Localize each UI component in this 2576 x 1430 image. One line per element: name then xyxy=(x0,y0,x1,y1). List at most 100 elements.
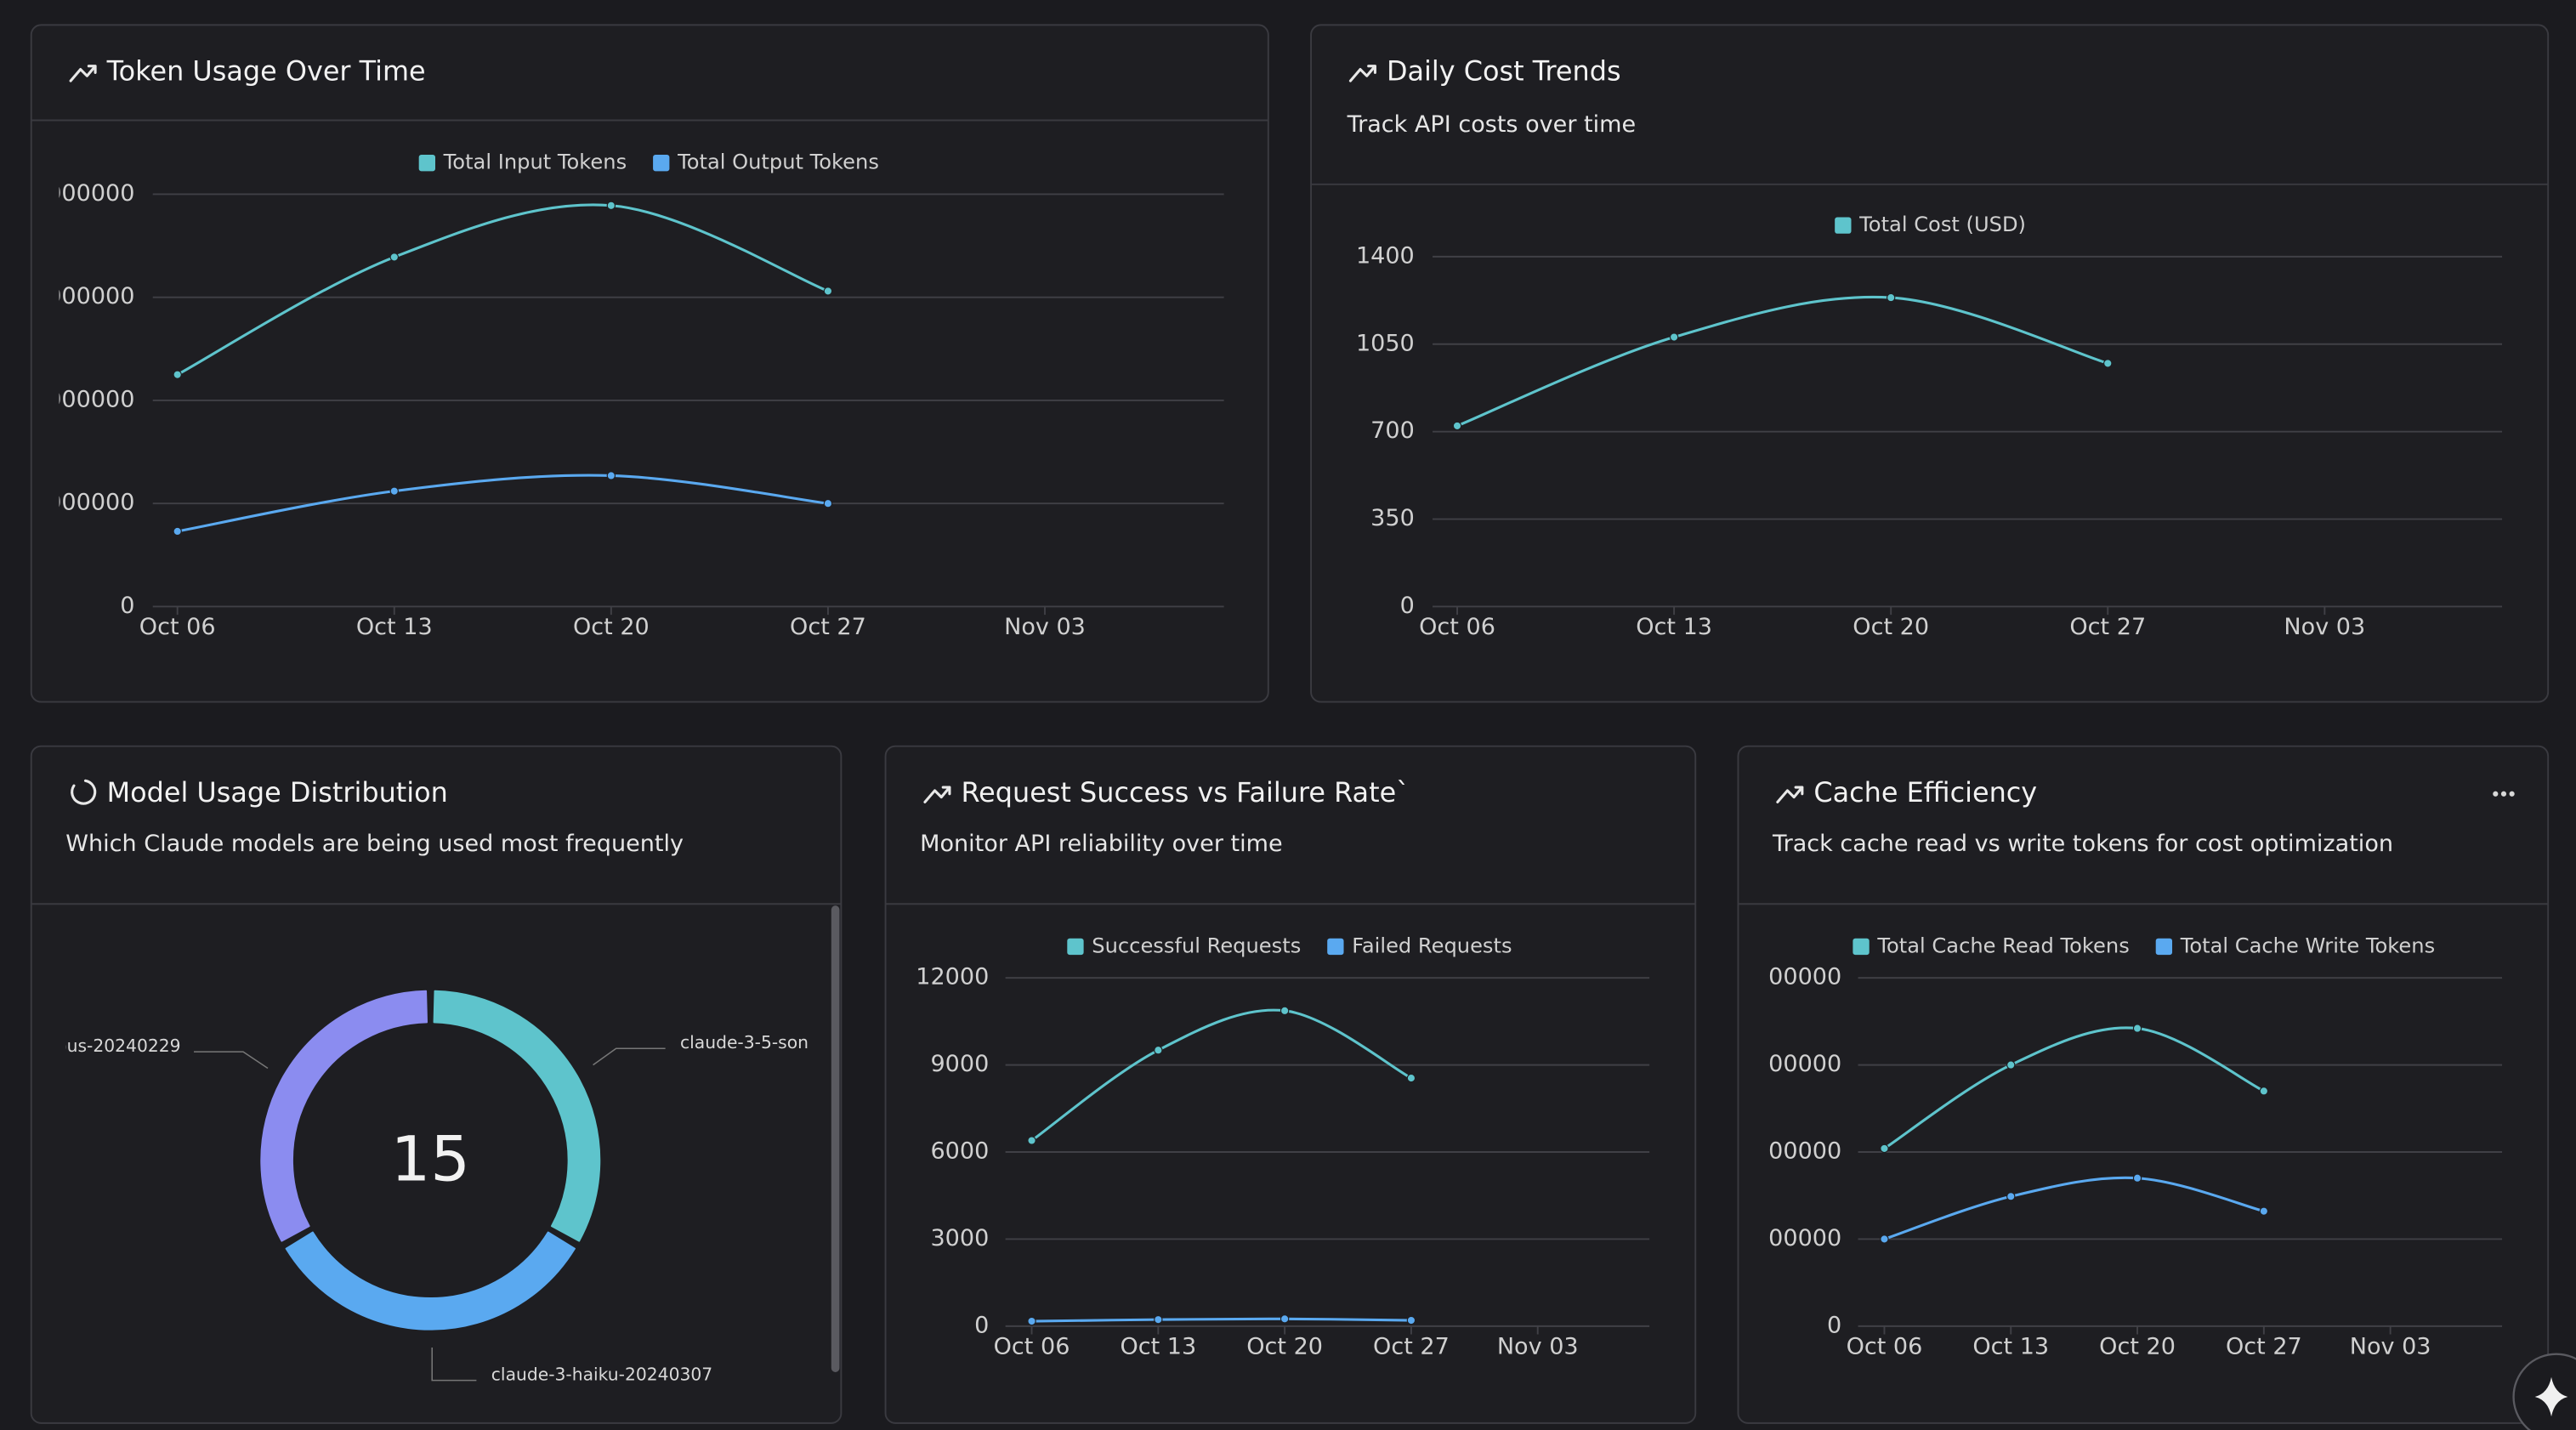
panel-title: Request Success vs Failure Rate` xyxy=(961,776,1410,809)
panel-title: Model Usage Distribution xyxy=(107,776,448,809)
y-tick-label: 700 xyxy=(1370,417,1415,444)
data-point xyxy=(389,253,399,262)
data-point xyxy=(1154,1314,1163,1325)
y-tick-labels: 0 1000000 2000000 3000000 4000000 xyxy=(32,180,135,619)
x-tick-label: Oct 20 xyxy=(2099,1333,2176,1359)
legend-label: Total Input Tokens xyxy=(443,150,627,174)
y-tick-label: 12000 xyxy=(916,964,989,990)
legend-label: Total Output Tokens xyxy=(677,150,879,174)
legend-label: Total Cache Write Tokens xyxy=(2180,933,2435,957)
data-point xyxy=(1027,1136,1036,1145)
donut-label: claude-3-5-son xyxy=(593,1032,809,1066)
assistant-button[interactable] xyxy=(2512,1353,2576,1430)
series-line xyxy=(177,474,829,533)
y-tick-label: 2000000 xyxy=(32,386,134,412)
x-tick-label: Nov 03 xyxy=(1497,1333,1579,1359)
panel xyxy=(30,745,843,1424)
legend-item: Total Cache Read Tokens xyxy=(1853,933,2130,957)
y-tick-label: 9000 xyxy=(930,1051,989,1077)
data-point xyxy=(2103,359,2113,368)
data-point xyxy=(1279,1006,1290,1016)
data-point xyxy=(823,498,833,508)
data-point xyxy=(173,526,182,536)
y-tick-label: 0 xyxy=(974,1312,989,1338)
y-tick-label: 1500000 xyxy=(1739,1051,1841,1077)
y-tick-label: 500000 xyxy=(1754,1225,1841,1251)
series-line xyxy=(1456,295,2108,428)
y-tick-label: 3000000 xyxy=(32,283,134,309)
donut-segment xyxy=(433,990,601,1242)
panel xyxy=(30,24,1269,703)
data-point xyxy=(1154,1046,1163,1055)
x-tick-label: Oct 27 xyxy=(790,614,866,640)
legend-label: Total Cost (USD) xyxy=(1858,213,2026,236)
x-tick-label: Oct 20 xyxy=(1853,614,1929,640)
trend-icon xyxy=(1776,786,1804,803)
menu-button[interactable] xyxy=(2493,791,2515,797)
legend-item: Total Input Tokens xyxy=(418,150,627,174)
data-point xyxy=(2132,1173,2142,1183)
x-tick-label: Oct 27 xyxy=(2069,614,2146,640)
data-point xyxy=(2259,1206,2269,1216)
panel xyxy=(1737,745,2550,1424)
y-tick-label: 0 xyxy=(120,593,134,619)
data-point xyxy=(389,486,399,496)
y-tick-labels: 0 3000 6000 9000 12000 xyxy=(916,964,989,1339)
y-tick-label: 6000 xyxy=(930,1138,989,1165)
y-tick-label: 0 xyxy=(1400,593,1415,619)
leader-line xyxy=(593,1047,666,1066)
data-point xyxy=(1406,1315,1416,1325)
legend-swatch xyxy=(1067,938,1084,956)
donut-label: claude-3-opus-20240229 xyxy=(65,1036,269,1070)
trend-icon xyxy=(1348,65,1376,82)
x-tick-label: Oct 06 xyxy=(1847,1333,1923,1359)
data-point xyxy=(1027,1316,1036,1326)
series-line xyxy=(1883,1026,2265,1150)
trend-icon xyxy=(923,786,951,803)
data-point xyxy=(2132,1024,2142,1033)
leader-line xyxy=(194,1051,269,1070)
y-tick-label: 1000000 xyxy=(32,490,134,516)
series-line xyxy=(1883,1176,2265,1240)
panel-subtitle: Monitor API reliability over time xyxy=(920,831,1283,857)
panel-subtitle: Track cache read vs write tokens for cos… xyxy=(1772,831,2393,857)
series-line xyxy=(176,203,829,376)
data-point xyxy=(2006,1192,2016,1201)
data-point xyxy=(606,471,616,480)
data-point xyxy=(1406,1073,1416,1083)
x-tick-label: Oct 13 xyxy=(1636,614,1712,640)
data-point xyxy=(823,287,833,296)
y-tick-label: 1050 xyxy=(1356,330,1415,356)
panel-title: Daily Cost Trends xyxy=(1387,54,1621,87)
x-tick-label: Nov 03 xyxy=(1004,614,1086,640)
donut-label: claude-3-haiku-20240307 xyxy=(431,1347,712,1384)
legend-swatch xyxy=(418,155,436,172)
x-tick-label: Oct 06 xyxy=(139,614,216,640)
data-point xyxy=(2259,1087,2269,1096)
donut-total: 15 xyxy=(391,1124,470,1196)
y-tick-label: 350 xyxy=(1370,505,1415,531)
data-point xyxy=(1279,1314,1290,1324)
donut-icon xyxy=(71,779,97,805)
series-line xyxy=(1030,1008,1412,1142)
series-line xyxy=(1031,1317,1411,1323)
y-tick-label: 0 xyxy=(1827,1312,1841,1338)
data-point xyxy=(1669,332,1679,342)
scrollbar[interactable] xyxy=(831,905,840,1372)
panel xyxy=(1310,24,2550,703)
data-point xyxy=(1880,1143,1889,1154)
trend-icon xyxy=(69,65,97,82)
x-tick-label: Nov 03 xyxy=(2350,1333,2431,1359)
legend-item: Failed Requests xyxy=(1327,933,1512,957)
y-tick-label: 2000000 xyxy=(1739,964,1841,990)
segment-label: claude-3-haiku-20240307 xyxy=(491,1364,712,1384)
panel-subtitle: Which Claude models are being used most … xyxy=(65,831,684,857)
x-tick-label: Oct 20 xyxy=(573,614,650,640)
panel-subtitle: Track API costs over time xyxy=(1347,111,1637,138)
data-point xyxy=(1452,421,1462,431)
x-tick-label: Nov 03 xyxy=(2284,614,2365,640)
legend-swatch xyxy=(1327,938,1344,956)
x-tick-label: Oct 20 xyxy=(1246,1333,1323,1359)
x-tick-label: Oct 13 xyxy=(1120,1333,1196,1359)
